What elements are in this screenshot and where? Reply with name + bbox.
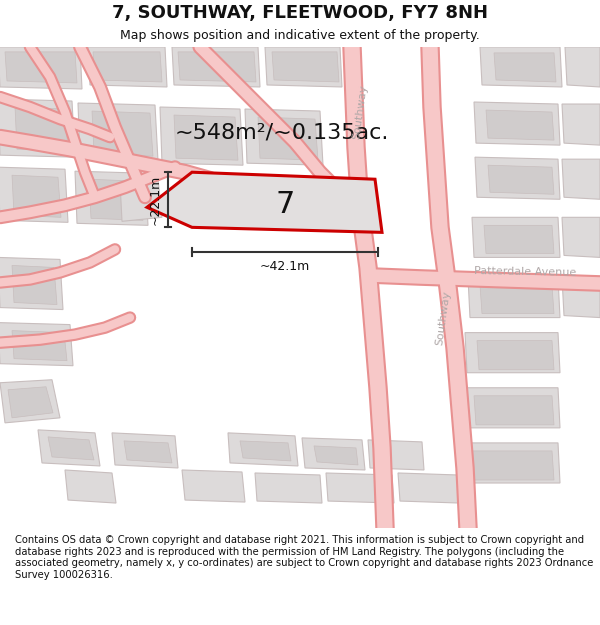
- Polygon shape: [0, 322, 73, 366]
- Polygon shape: [465, 332, 560, 372]
- Text: 7: 7: [275, 190, 295, 219]
- Polygon shape: [93, 52, 162, 82]
- Polygon shape: [265, 47, 342, 87]
- Polygon shape: [494, 53, 556, 82]
- Polygon shape: [565, 47, 600, 87]
- Text: Southway: Southway: [351, 84, 369, 140]
- Polygon shape: [472, 217, 560, 258]
- Polygon shape: [302, 438, 365, 470]
- Polygon shape: [88, 47, 167, 87]
- Polygon shape: [468, 278, 560, 318]
- Polygon shape: [562, 159, 600, 199]
- Polygon shape: [488, 165, 554, 194]
- Polygon shape: [480, 47, 562, 87]
- Polygon shape: [228, 433, 298, 466]
- Polygon shape: [368, 440, 424, 470]
- Polygon shape: [15, 107, 68, 151]
- Polygon shape: [480, 286, 554, 314]
- Polygon shape: [272, 52, 339, 82]
- Polygon shape: [0, 47, 82, 89]
- Polygon shape: [562, 217, 600, 258]
- Polygon shape: [474, 396, 554, 425]
- Polygon shape: [477, 341, 554, 370]
- Polygon shape: [0, 167, 68, 222]
- Polygon shape: [89, 179, 143, 221]
- Text: Southway: Southway: [434, 289, 452, 346]
- Polygon shape: [5, 52, 77, 83]
- Polygon shape: [78, 103, 158, 161]
- Polygon shape: [255, 473, 322, 503]
- Text: Map shows position and indicative extent of the property.: Map shows position and indicative extent…: [120, 29, 480, 42]
- Polygon shape: [178, 52, 256, 82]
- Polygon shape: [462, 388, 560, 428]
- Polygon shape: [48, 437, 94, 460]
- Polygon shape: [172, 47, 260, 87]
- Polygon shape: [38, 430, 100, 466]
- Text: Contains OS data © Crown copyright and database right 2021. This information is : Contains OS data © Crown copyright and d…: [15, 535, 593, 580]
- Polygon shape: [75, 171, 148, 226]
- Polygon shape: [258, 117, 318, 160]
- Polygon shape: [562, 278, 600, 318]
- Polygon shape: [12, 331, 67, 361]
- Text: 7, SOUTHWAY, FLEETWOOD, FY7 8NH: 7, SOUTHWAY, FLEETWOOD, FY7 8NH: [112, 4, 488, 22]
- Polygon shape: [0, 380, 60, 423]
- Polygon shape: [92, 111, 153, 156]
- Text: ~548m²/~0.135ac.: ~548m²/~0.135ac.: [175, 122, 389, 142]
- Polygon shape: [124, 441, 172, 463]
- Polygon shape: [245, 109, 323, 165]
- Polygon shape: [0, 99, 75, 157]
- Polygon shape: [182, 470, 245, 502]
- Polygon shape: [12, 266, 57, 304]
- Polygon shape: [474, 102, 560, 145]
- Polygon shape: [12, 175, 61, 218]
- Polygon shape: [147, 173, 382, 232]
- Polygon shape: [174, 115, 238, 160]
- Polygon shape: [562, 104, 600, 145]
- Polygon shape: [0, 258, 63, 309]
- Polygon shape: [326, 473, 394, 503]
- Polygon shape: [112, 433, 178, 468]
- Polygon shape: [484, 226, 554, 253]
- Polygon shape: [460, 443, 560, 483]
- Text: ~42.1m: ~42.1m: [260, 261, 310, 273]
- Text: Patterdale Avenue: Patterdale Avenue: [474, 266, 576, 278]
- Polygon shape: [160, 107, 243, 165]
- Polygon shape: [120, 179, 162, 221]
- Text: ~22.1m: ~22.1m: [149, 174, 162, 225]
- Polygon shape: [472, 451, 554, 480]
- Polygon shape: [475, 157, 560, 199]
- Polygon shape: [398, 473, 460, 503]
- Polygon shape: [486, 110, 554, 140]
- Polygon shape: [314, 446, 358, 465]
- Polygon shape: [240, 441, 291, 461]
- Polygon shape: [8, 387, 53, 418]
- Polygon shape: [65, 470, 116, 503]
